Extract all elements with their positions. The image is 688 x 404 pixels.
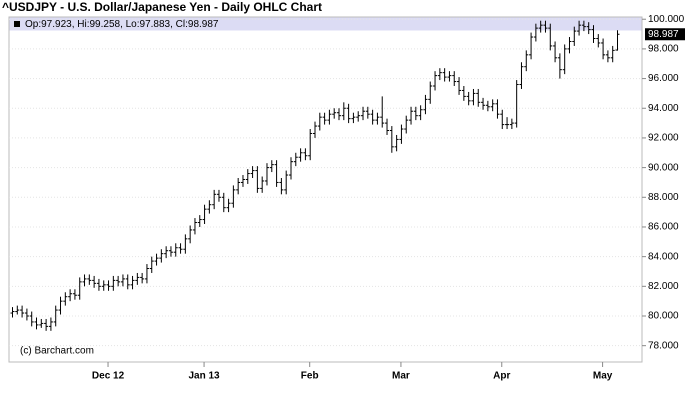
legend-band [9,17,642,31]
watermark: (c) Barchart.com [20,346,94,357]
x-tick-label: Mar [392,371,410,382]
y-tick-label: 80.000 [648,311,679,322]
x-tick-label: Jan 13 [188,371,220,382]
y-tick-label: 88.000 [648,192,679,203]
legend-text: Op:97.923, Hi:99.258, Lo:97.883, Cl:98.9… [25,19,219,30]
x-tick-label: Apr [493,371,510,382]
y-tick-label: 84.000 [648,251,679,262]
chart-title: ^USDJPY - U.S. Dollar/Japanese Yen - Dai… [2,0,322,14]
y-tick-label: 86.000 [648,222,679,233]
x-tick-label: May [593,371,613,382]
last-price-label: 98.987 [648,29,679,40]
legend-swatch [14,21,20,27]
y-tick-label: 78.000 [648,340,679,351]
y-tick-label: 94.000 [648,103,679,114]
x-tick-label: Feb [301,371,319,382]
y-tick-label: 100.000 [648,14,685,25]
y-tick-label: 90.000 [648,162,679,173]
y-tick-label: 96.000 [648,73,679,84]
x-tick-label: Dec 12 [92,371,125,382]
plot-area [8,16,643,363]
last-price-box [645,28,685,41]
y-tick-label: 82.000 [648,281,679,292]
y-tick-label: 92.000 [648,133,679,144]
y-tick-label: 98.000 [648,44,679,55]
